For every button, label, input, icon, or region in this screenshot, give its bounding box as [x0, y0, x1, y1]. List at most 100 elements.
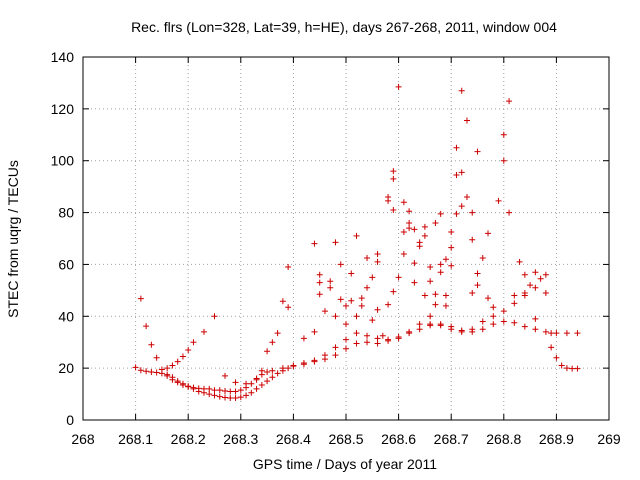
data-point: [137, 295, 144, 302]
data-point: [406, 219, 413, 226]
data-point: [269, 367, 276, 374]
data-point: [453, 210, 460, 217]
data-point: [343, 321, 349, 328]
data-point: [337, 261, 344, 268]
data-point: [479, 326, 486, 333]
data-point: [474, 282, 481, 289]
data-point: [169, 376, 176, 383]
data-point: [358, 295, 365, 302]
data-point: [411, 260, 418, 267]
data-point: [511, 292, 518, 299]
data-point: [574, 330, 581, 337]
data-point: [511, 319, 518, 326]
data-point: [137, 367, 144, 374]
data-point: [448, 262, 455, 269]
data-point: [427, 264, 434, 271]
data-point: [563, 330, 570, 337]
data-point: [532, 326, 539, 333]
data-point: [243, 380, 250, 387]
data-point: [553, 354, 560, 361]
data-points: [132, 83, 581, 401]
data-point: [348, 270, 355, 277]
data-point: [343, 302, 349, 309]
data-point: [521, 271, 528, 278]
data-point: [532, 284, 539, 291]
data-point: [327, 278, 334, 285]
data-point: [453, 171, 460, 178]
data-point: [569, 365, 576, 372]
x-tick-label: 268.8: [486, 431, 521, 447]
data-point: [190, 384, 197, 391]
data-point: [222, 387, 229, 394]
chart-title: Rec. flrs (Lon=328, Lat=39, h=HE), days …: [131, 19, 557, 35]
y-axis-label: STEC from uqrg / TECUs: [5, 160, 21, 318]
data-point: [469, 209, 476, 216]
data-point: [211, 387, 218, 394]
data-point: [395, 83, 402, 90]
data-point: [432, 219, 439, 226]
data-point: [343, 345, 349, 352]
data-point: [532, 315, 539, 322]
data-point: [179, 381, 186, 388]
x-tick-label: 268.1: [118, 431, 153, 447]
data-point: [563, 365, 570, 372]
data-point: [521, 323, 528, 330]
data-point: [227, 388, 234, 395]
data-point: [442, 256, 449, 263]
data-point: [474, 270, 481, 277]
data-point: [195, 385, 202, 392]
data-point: [143, 323, 150, 330]
x-tick-label: 269: [597, 431, 621, 447]
data-point: [237, 387, 244, 394]
data-point: [448, 326, 455, 333]
data-point: [237, 394, 244, 401]
data-point: [143, 368, 150, 375]
data-point: [374, 258, 381, 265]
data-point: [506, 209, 513, 216]
x-tick-label: 268.7: [434, 431, 469, 447]
data-point: [421, 223, 428, 230]
data-point: [285, 304, 292, 311]
x-tick-label: 268.4: [276, 431, 311, 447]
data-point: [379, 332, 386, 339]
data-point: [458, 169, 465, 176]
data-point: [448, 229, 455, 236]
data-point: [369, 317, 376, 324]
data-point: [500, 308, 507, 315]
data-point: [316, 291, 323, 298]
data-point: [353, 330, 360, 337]
data-point: [458, 328, 465, 335]
data-point: [327, 284, 334, 291]
data-point: [374, 335, 381, 342]
data-point: [200, 385, 207, 392]
x-axis-label: GPS time / Days of year 2011: [253, 456, 437, 472]
x-tick-label: 268: [71, 431, 95, 447]
data-point: [469, 236, 476, 243]
data-point: [300, 359, 307, 366]
data-point: [469, 326, 476, 333]
data-point: [364, 254, 371, 261]
data-point: [248, 389, 255, 396]
data-point: [521, 289, 528, 296]
data-point: [300, 335, 307, 342]
data-point: [479, 318, 486, 325]
data-point: [479, 254, 486, 261]
data-point: [437, 210, 444, 217]
data-point: [364, 339, 371, 346]
data-point: [279, 365, 286, 372]
data-point: [527, 282, 534, 289]
data-point: [274, 330, 281, 337]
data-point: [390, 288, 397, 295]
data-point: [285, 365, 292, 372]
data-point: [442, 302, 449, 309]
data-point: [269, 339, 276, 346]
data-point: [390, 175, 397, 182]
data-point: [427, 278, 434, 285]
data-point: [290, 362, 297, 369]
data-point: [185, 346, 192, 353]
y-tick-label: 60: [58, 256, 74, 272]
y-tick-label: 140: [51, 49, 75, 65]
data-point: [200, 328, 207, 335]
data-point: [206, 385, 213, 392]
data-point: [364, 284, 371, 291]
